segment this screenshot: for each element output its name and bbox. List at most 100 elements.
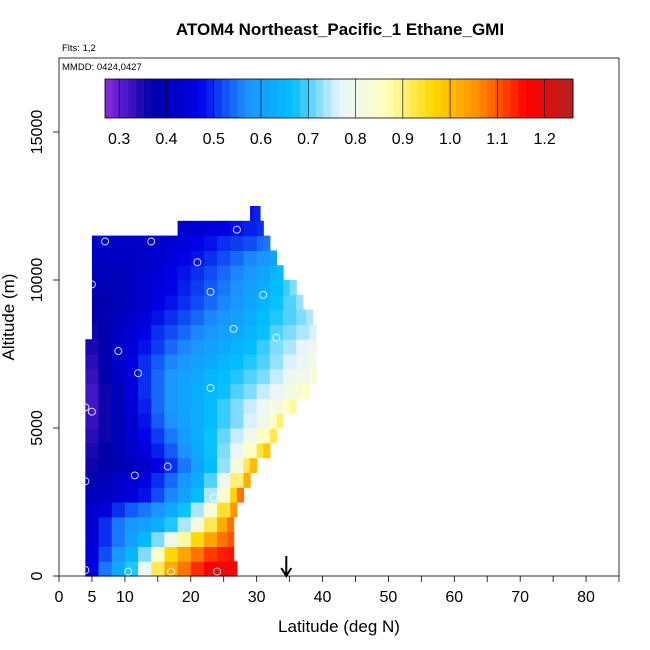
heatmap-cell [85, 354, 100, 370]
sample-point [232, 225, 241, 234]
heatmap-cell [253, 206, 261, 222]
heatmap-cell [230, 457, 245, 473]
heatmap-cell [296, 368, 310, 385]
heatmap-cell [124, 398, 139, 414]
heatmap-cell [256, 309, 271, 325]
sample-points [81, 225, 281, 576]
heatmap-cell [296, 294, 304, 311]
sample-point [213, 567, 222, 576]
heatmap-cell [164, 502, 179, 518]
heatmap-cell [203, 516, 218, 533]
colorbar-swatch [284, 79, 293, 118]
heatmap-cell [124, 413, 139, 429]
colorbar-swatch [346, 79, 356, 118]
heatmap-cell [85, 516, 100, 533]
heatmap-cell [164, 531, 179, 547]
heatmap-cell [230, 502, 238, 518]
heatmap-cell [124, 502, 139, 518]
heatmap-cell [217, 516, 228, 533]
y-tick-label: 5000 [29, 410, 46, 446]
heatmap-cell [177, 339, 192, 355]
heatmap-cell [296, 309, 307, 325]
heatmap-cell [217, 383, 231, 399]
heatmap-cell [98, 531, 113, 547]
sample-point [114, 347, 123, 355]
colorbar-swatch [471, 79, 480, 118]
heatmap-cell [164, 265, 179, 281]
heatmap-cell [164, 368, 179, 385]
heatmap-cell [111, 383, 126, 399]
heatmap-cell [151, 413, 166, 429]
colorbar-swatch [198, 79, 207, 118]
heatmap-cell [302, 383, 310, 399]
heatmap-cell [177, 294, 192, 311]
heatmap-cell [269, 324, 284, 340]
heatmap-cell [283, 383, 297, 399]
heatmap-cell [230, 472, 245, 488]
heatmap-cell [124, 354, 139, 370]
heatmap-cell [151, 487, 166, 503]
heatmap-cell [203, 354, 218, 370]
colorbar-tick-label: 0.6 [250, 131, 272, 148]
heatmap-cell [151, 354, 166, 370]
colorbar-tick-label: 0.8 [344, 131, 366, 148]
y-tick-label: 15000 [29, 110, 46, 155]
heatmap-cell [243, 457, 251, 473]
colorbar-swatch [268, 79, 278, 118]
colorbar-swatch [541, 79, 551, 118]
heatmap-cell [138, 250, 152, 266]
heatmap-cell [203, 265, 218, 281]
colorbar-swatch [362, 79, 371, 118]
heatmap-cell [283, 309, 297, 325]
heatmap-cell [217, 354, 231, 370]
colorbar-tick-label: 0.5 [203, 131, 225, 148]
heatmap-cell [177, 561, 192, 577]
location-arrow-icon [280, 556, 293, 578]
heatmap-cell [91, 280, 100, 296]
heatmap-cell [283, 354, 297, 370]
heatmap-cell [283, 368, 297, 385]
heatmap-cell [177, 413, 192, 429]
heatmap-cell [124, 516, 139, 533]
heatmap-cell [177, 442, 192, 459]
heatmap-cell [111, 561, 126, 577]
heatmap-cell [243, 250, 258, 266]
heatmap-cell [203, 368, 218, 385]
heatmap-cell [190, 487, 205, 503]
heatmap-cell [151, 561, 166, 577]
heatmap-cell [269, 428, 278, 444]
colorbar-swatch [159, 79, 168, 118]
heatmap-cell [256, 383, 271, 399]
heatmap-cell [177, 280, 192, 296]
colorbar-swatch [245, 79, 254, 118]
heatmap-cell [190, 294, 205, 311]
heatmap-cell [164, 339, 179, 355]
colorbar-tick-label: 1.0 [439, 131, 461, 148]
heatmap-cell [151, 324, 166, 340]
heatmap-cell [256, 442, 264, 459]
heatmap-cell [227, 546, 235, 562]
heatmap-cell [124, 250, 139, 266]
heatmap-cell [138, 428, 152, 444]
colorbar-frame [104, 78, 574, 119]
heatmap-cell [217, 487, 231, 503]
colorbar-swatch [112, 79, 122, 118]
heatmap-cell [243, 398, 258, 414]
heatmap-cell [263, 235, 271, 251]
heatmap-cell [177, 457, 192, 473]
heatmap-cell [243, 294, 258, 311]
heatmap-cell [85, 383, 100, 399]
colorbar-tick-label: 0.7 [297, 131, 319, 148]
heatmap-cell [217, 265, 231, 281]
colorbar-swatch [307, 79, 317, 118]
heatmap-cell [243, 339, 258, 355]
heatmap-cell [309, 368, 317, 385]
heatmap-cell [111, 280, 126, 296]
heatmap-cell [111, 413, 126, 429]
colorbar-swatch [495, 79, 504, 118]
heatmap-cell [177, 516, 192, 533]
y-tick-label: 10000 [29, 258, 46, 303]
x-tick-label: 50 [380, 589, 398, 606]
x-tick-label: 60 [445, 589, 463, 606]
heatmap-cell [250, 457, 258, 473]
